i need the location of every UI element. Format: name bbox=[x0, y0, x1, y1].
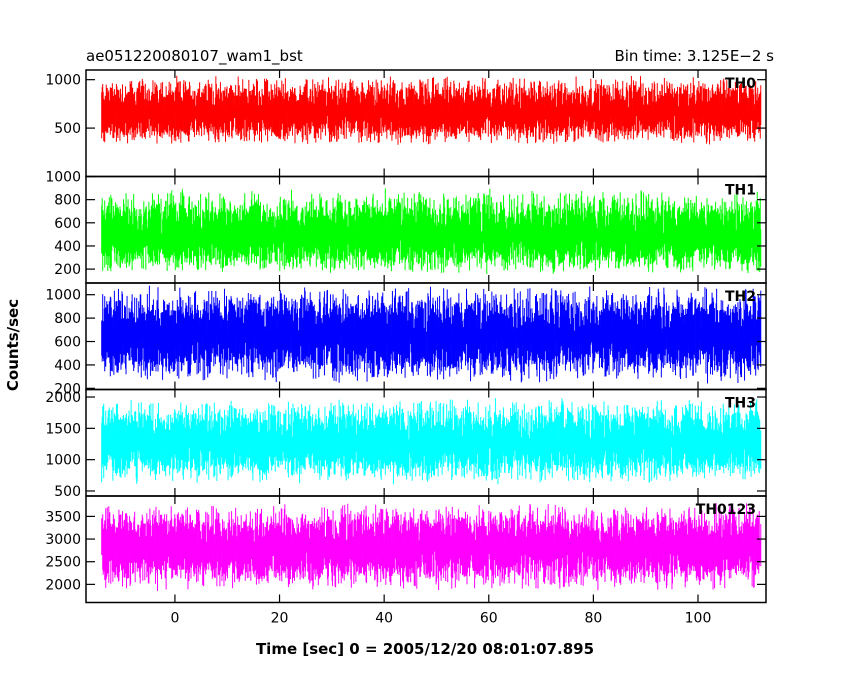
x-tick-label: 20 bbox=[271, 611, 289, 627]
y-tick-label: 1000 bbox=[45, 73, 81, 89]
series-th3 bbox=[101, 398, 762, 485]
panel-th0123: 2000 2500 3000 3500 TH0123 bbox=[45, 495, 767, 604]
y-tick-label: 1000 bbox=[45, 170, 81, 186]
y-axis-title: Counts/sec bbox=[4, 299, 22, 391]
panel-label-th0123: TH0123 bbox=[696, 502, 756, 518]
series-th1 bbox=[101, 188, 762, 274]
x-tick-label: 60 bbox=[480, 611, 498, 627]
panel-label-th2: TH2 bbox=[725, 289, 756, 305]
y-tick-label: 500 bbox=[54, 484, 81, 500]
y-tick-label: 3000 bbox=[45, 532, 81, 548]
panel-th3: 500 1000 1500 2000 TH3 bbox=[45, 388, 767, 500]
panel-label-th3: TH3 bbox=[725, 396, 756, 412]
y-tick-label: 1500 bbox=[45, 421, 81, 437]
y-tick-label: 3500 bbox=[45, 509, 81, 525]
panel-label-th1: TH1 bbox=[725, 183, 756, 199]
chart-title: ae051220080107_wam1_bst bbox=[86, 47, 303, 66]
series-th2 bbox=[101, 285, 762, 384]
y-tick-label: 400 bbox=[54, 358, 81, 374]
y-tick-label: 800 bbox=[54, 193, 81, 209]
y-tick-label: 800 bbox=[54, 311, 81, 327]
y-tick-label: 600 bbox=[54, 216, 81, 232]
x-tick-label: 80 bbox=[584, 611, 602, 627]
series-th0 bbox=[101, 75, 762, 145]
panels: 500 1000 TH0 200 400 600 800 1000 TH1 200 400 600 80… bbox=[45, 69, 767, 604]
y-tick-label: 1000 bbox=[45, 288, 81, 304]
y-tick-label: 1000 bbox=[45, 453, 81, 469]
x-tick-label: 0 bbox=[170, 611, 179, 627]
panel-th0: 500 1000 TH0 bbox=[45, 69, 767, 178]
y-tick-label: 400 bbox=[54, 239, 81, 255]
y-tick-label: 2000 bbox=[45, 577, 81, 593]
panel-label-th0: TH0 bbox=[725, 76, 756, 92]
y-tick-label: 500 bbox=[54, 121, 81, 137]
x-tick-label: 40 bbox=[375, 611, 393, 627]
panel-th2: 200 400 600 800 1000 TH2 bbox=[45, 282, 767, 397]
y-tick-label: 200 bbox=[54, 262, 81, 278]
y-tick-label: 600 bbox=[54, 335, 81, 351]
y-tick-label: 2000 bbox=[45, 390, 81, 406]
x-axis-title: Time [sec] 0 = 2005/12/20 08:01:07.895 bbox=[256, 640, 594, 658]
y-tick-label: 2500 bbox=[45, 555, 81, 571]
y-tick-label: 200 bbox=[54, 381, 81, 397]
x-axis: 0 20 40 60 80 100 bbox=[170, 611, 711, 627]
x-tick-label: 100 bbox=[685, 611, 712, 627]
panel-frame bbox=[85, 495, 767, 604]
panel-th1: 200 400 600 800 1000 TH1 bbox=[45, 170, 767, 284]
bin-time-label: Bin time: 3.125E−2 s bbox=[614, 47, 774, 65]
series-th0123 bbox=[101, 503, 762, 591]
